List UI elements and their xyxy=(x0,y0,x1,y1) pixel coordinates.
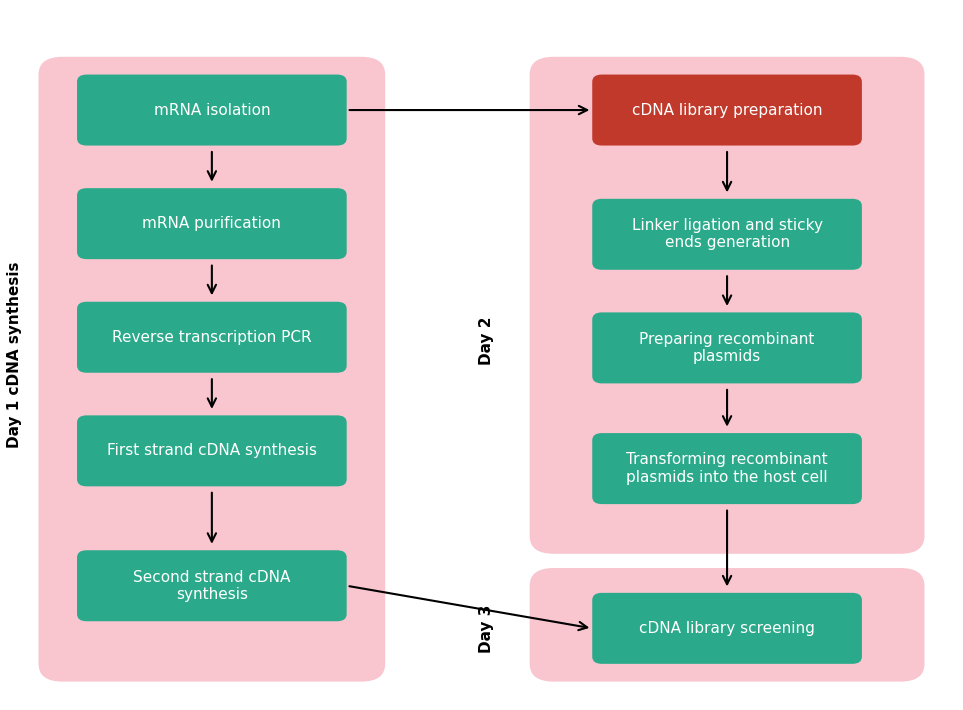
FancyBboxPatch shape xyxy=(77,415,347,486)
Text: First strand cDNA synthesis: First strand cDNA synthesis xyxy=(107,443,317,459)
FancyBboxPatch shape xyxy=(530,568,924,682)
FancyBboxPatch shape xyxy=(592,312,862,383)
Text: mRNA purification: mRNA purification xyxy=(143,216,281,231)
FancyBboxPatch shape xyxy=(592,433,862,504)
Text: cDNA library preparation: cDNA library preparation xyxy=(632,102,822,118)
Text: Transforming recombinant
plasmids into the host cell: Transforming recombinant plasmids into t… xyxy=(626,452,828,485)
FancyBboxPatch shape xyxy=(530,57,924,554)
Text: Preparing recombinant
plasmids: Preparing recombinant plasmids xyxy=(639,332,815,364)
FancyBboxPatch shape xyxy=(77,302,347,373)
FancyBboxPatch shape xyxy=(592,593,862,664)
FancyBboxPatch shape xyxy=(77,550,347,621)
Text: Second strand cDNA
synthesis: Second strand cDNA synthesis xyxy=(133,569,291,602)
Text: Day 1 cDNA synthesis: Day 1 cDNA synthesis xyxy=(7,262,22,448)
Text: Linker ligation and sticky
ends generation: Linker ligation and sticky ends generati… xyxy=(632,218,822,251)
FancyBboxPatch shape xyxy=(592,199,862,270)
Text: Reverse transcription PCR: Reverse transcription PCR xyxy=(112,329,312,345)
FancyBboxPatch shape xyxy=(592,75,862,146)
Text: mRNA isolation: mRNA isolation xyxy=(153,102,271,118)
FancyBboxPatch shape xyxy=(77,188,347,259)
Text: Day 2: Day 2 xyxy=(479,317,494,365)
FancyBboxPatch shape xyxy=(39,57,385,682)
Text: Day 3: Day 3 xyxy=(479,604,494,652)
Text: cDNA library screening: cDNA library screening xyxy=(639,621,815,636)
FancyBboxPatch shape xyxy=(77,75,347,146)
